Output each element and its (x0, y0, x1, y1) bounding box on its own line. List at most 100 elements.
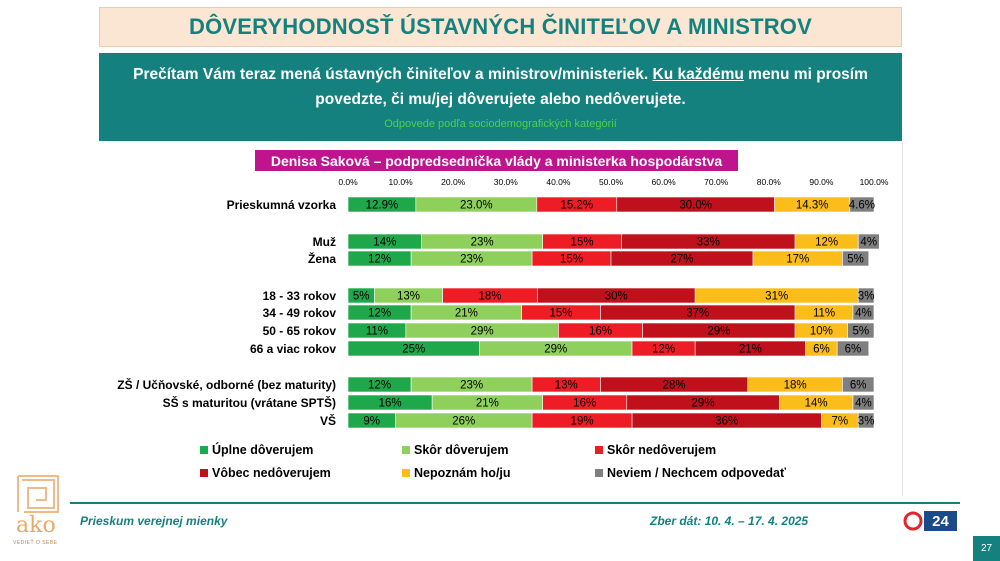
data-label: 4% (855, 398, 872, 410)
bar-segment (857, 287, 875, 304)
x-tick-label: 20.0% (441, 177, 466, 187)
data-label: 21% (739, 344, 762, 356)
tv-logo-text: 24 (932, 513, 949, 530)
bar-segment (836, 340, 870, 357)
data-label: 14% (805, 398, 828, 410)
data-label: 10% (810, 326, 833, 338)
category-label: ZŠ / Učňovské, odborné (bez maturity) (117, 377, 336, 392)
data-label: 14% (373, 237, 396, 249)
x-tick-label: 60.0% (652, 177, 677, 187)
data-label: 19% (571, 416, 594, 428)
bar-segment (852, 394, 875, 411)
bar-segment (842, 376, 875, 393)
data-label: 31% (765, 291, 788, 303)
legend-label: Nepoznám ho/ju (414, 466, 511, 480)
footer-dates: Zber dát: 10. 4. – 17. 4. 2025 (650, 514, 809, 528)
data-label: 16% (589, 326, 612, 338)
logo-tagline: VEDIEŤ O SEBE (13, 540, 58, 546)
data-label: 4% (860, 237, 877, 249)
data-label: 12% (368, 254, 391, 266)
category-label: 34 - 49 rokov (263, 306, 337, 320)
data-label: 7% (831, 416, 848, 428)
data-label: 21% (455, 308, 478, 320)
legend-label: Vôbec nedôverujem (212, 466, 331, 480)
data-label: 15% (560, 254, 583, 266)
data-label: 12% (368, 308, 391, 320)
bar-segment (857, 233, 880, 250)
x-tick-label: 70.0% (704, 177, 729, 187)
data-label: 6% (845, 344, 862, 356)
data-label: 15% (571, 237, 594, 249)
x-tick-label: 30.0% (494, 177, 519, 187)
legend-swatch (402, 469, 410, 477)
data-label: 11% (813, 308, 835, 320)
data-label: 5% (353, 291, 370, 303)
bar-segment (849, 196, 875, 213)
logo-text: ako (16, 513, 56, 538)
question-underlined: Ku každému (652, 66, 744, 83)
page-title: DÔVERYHODNOSŤ ÚSTAVNÝCH ČINITEĽOV A MINI… (189, 14, 812, 39)
question-part1: Prečítam Vám teraz mená ústavných činite… (133, 66, 649, 83)
data-label: 9% (363, 416, 380, 428)
bar-segment (842, 250, 870, 267)
question-text: Prečítam Vám teraz mená ústavných činite… (99, 62, 902, 112)
data-label: 12% (815, 237, 838, 249)
data-label: 23% (460, 380, 483, 392)
data-label: 12.9% (366, 200, 399, 212)
x-tick-label: 10.0% (389, 177, 414, 187)
data-label: 6% (813, 344, 830, 356)
legend-swatch (200, 446, 208, 454)
x-tick-label: 50.0% (599, 177, 624, 187)
data-label: 26% (452, 416, 475, 428)
data-label: 6% (850, 380, 867, 392)
bar-segment (852, 304, 875, 321)
data-label: 5% (853, 326, 870, 338)
x-tick-label: 40.0% (546, 177, 571, 187)
data-label: 21% (476, 398, 499, 410)
data-label: 18% (784, 380, 807, 392)
legend-swatch (402, 446, 410, 454)
legend-swatch (595, 446, 603, 454)
legend-label: Skôr dôverujem (414, 443, 508, 457)
category-label: 18 - 33 rokov (263, 289, 337, 303)
data-label: 36% (715, 416, 738, 428)
subtitle-note: Odpovede podľa sociodemografických kateg… (384, 118, 617, 130)
data-label: 16% (573, 398, 596, 410)
question-part2: menu mi prosím povedzte, či mu/jej dôver… (315, 66, 868, 108)
data-label: 25% (402, 344, 425, 356)
data-label: 3% (858, 416, 875, 428)
data-label: 12% (368, 380, 391, 392)
legend-label: Úplne dôverujem (212, 442, 313, 457)
data-label: 23.0% (460, 200, 493, 212)
x-tick-label: 100.0% (860, 177, 889, 187)
category-label: VŠ (320, 413, 336, 428)
data-label: 15.2% (561, 200, 594, 212)
data-label: 4% (855, 308, 872, 320)
x-tick-label: 90.0% (809, 177, 834, 187)
bar-segment (857, 412, 875, 429)
category-label: 66 a viac rokov (250, 342, 336, 356)
category-label: 50 - 65 rokov (263, 324, 337, 338)
data-label: 12% (652, 344, 675, 356)
data-label: 16% (379, 398, 402, 410)
category-label: Žena (308, 251, 336, 266)
data-label: 15% (550, 308, 573, 320)
data-label: 17% (786, 254, 809, 266)
data-label: 3% (858, 291, 875, 303)
data-label: 30% (605, 291, 628, 303)
legend-label: Neviem / Nechcem odpovedať (607, 466, 786, 480)
data-label: 14.3% (796, 200, 829, 212)
chart-title: Denisa Saková – podpredsedníčka vlády a … (255, 150, 738, 171)
data-label: 28% (663, 380, 686, 392)
legend-swatch (595, 469, 603, 477)
page-number: 27 (973, 536, 1000, 561)
data-label: 29% (707, 326, 730, 338)
data-label: 5% (847, 254, 864, 266)
data-label: 4.6% (849, 200, 875, 212)
title-band: DÔVERYHODNOSŤ ÚSTAVNÝCH ČINITEĽOV A MINI… (99, 7, 902, 47)
data-label: 18% (479, 291, 502, 303)
legend-label: Skôr nedôverujem (607, 443, 716, 457)
legend-swatch (200, 469, 208, 477)
tv-logo-icon: 24 (903, 511, 957, 531)
